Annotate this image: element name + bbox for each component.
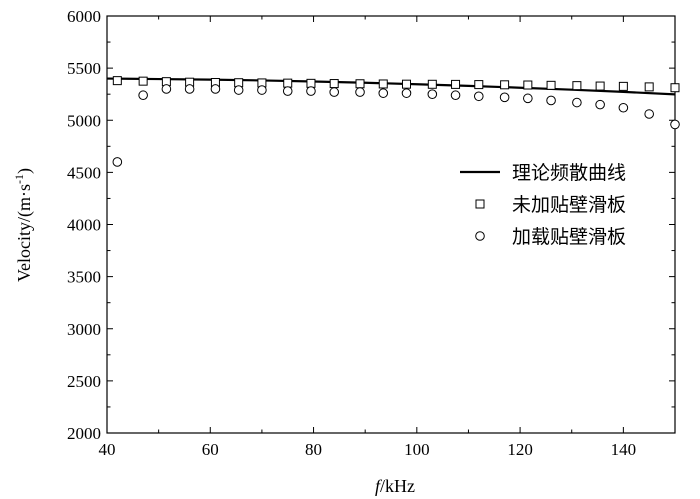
x-axis-title: f/kHz	[375, 476, 415, 496]
legend-label: 未加贴壁滑板	[512, 194, 626, 216]
circle-marker	[329, 87, 340, 97]
x-tick-label: 60	[202, 440, 219, 459]
x-tick-label: 100	[404, 440, 430, 459]
circle-marker	[112, 157, 123, 167]
square-marker	[112, 76, 122, 86]
square-marker	[401, 79, 411, 89]
circle-marker	[473, 91, 484, 102]
y-tick-label: 3000	[67, 320, 101, 339]
y-tick-label: 4000	[67, 216, 101, 235]
x-tick-label: 140	[611, 440, 637, 459]
y-axis-title-close: )	[14, 168, 35, 174]
square-marker	[451, 79, 461, 89]
y-axis-title: Velocity/(m·s-1)	[12, 168, 35, 282]
circle-marker	[233, 85, 244, 95]
square-marker	[618, 81, 628, 91]
square-marker	[670, 83, 680, 93]
circle-marker	[306, 86, 316, 96]
y-axis-title-sup: -1	[12, 174, 26, 184]
circle-marker	[644, 109, 654, 119]
square-marker	[546, 80, 556, 90]
circle-marker	[427, 89, 438, 99]
circle-marker	[450, 90, 461, 101]
circle-marker	[184, 84, 195, 94]
y-tick-label: 5000	[67, 111, 101, 130]
x-tick-label: 80	[305, 440, 322, 459]
square-marker	[523, 80, 533, 90]
y-tick-label: 3500	[67, 268, 101, 287]
square-marker	[572, 81, 582, 91]
y-tick-label: 2500	[67, 372, 101, 391]
circle-marker	[355, 87, 365, 97]
circle-marker	[210, 84, 221, 94]
square-marker	[500, 80, 510, 90]
y-tick-label: 4500	[67, 163, 101, 182]
circle-marker	[572, 97, 582, 108]
y-axis-title-main: Velocity/(m·s	[14, 184, 35, 282]
square-marker	[378, 79, 388, 89]
legend-label: 加载贴壁滑板	[512, 226, 626, 248]
circle-marker	[499, 92, 510, 103]
legend-square-swatch	[475, 199, 485, 209]
circle-marker	[401, 88, 412, 98]
circle-marker	[595, 99, 605, 110]
legend-circle-swatch	[475, 231, 485, 241]
square-marker	[283, 78, 293, 88]
x-axis-title-italic: f	[375, 476, 383, 496]
y-tick-label: 6000	[67, 7, 101, 26]
circle-marker	[523, 93, 533, 104]
circle-marker	[257, 85, 267, 95]
y-tick-label: 5500	[67, 59, 101, 78]
x-axis-title-unit: /kHz	[380, 476, 415, 496]
x-tick-label: 120	[507, 440, 533, 459]
circle-marker	[378, 88, 389, 98]
circle-marker	[670, 119, 680, 130]
circle-marker	[546, 95, 556, 106]
legend-label: 理论频散曲线	[512, 162, 626, 184]
square-marker	[474, 80, 484, 90]
circle-marker	[282, 86, 293, 96]
square-marker	[355, 79, 365, 89]
square-marker	[644, 82, 654, 92]
y-tick-label: 2000	[67, 424, 101, 443]
y-axis-ticks: 2000 2500 3000 3500 4000 4500 5000 5500 6000	[67, 7, 675, 443]
square-marker	[595, 81, 605, 91]
x-axis-ticks: 40 60 80 100 120 140	[99, 16, 676, 459]
square-marker	[138, 76, 148, 86]
circle-marker	[618, 102, 629, 113]
series-layer	[107, 76, 680, 167]
square-marker	[329, 79, 339, 89]
x-tick-label: 40	[99, 440, 116, 459]
square-marker	[306, 78, 316, 88]
circle-marker	[138, 90, 148, 101]
square-marker	[427, 79, 437, 89]
circle-marker	[161, 84, 172, 94]
